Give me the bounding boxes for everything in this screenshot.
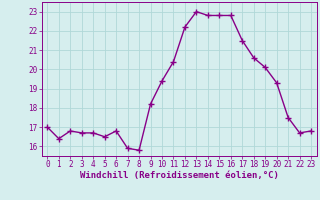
X-axis label: Windchill (Refroidissement éolien,°C): Windchill (Refroidissement éolien,°C) [80,171,279,180]
